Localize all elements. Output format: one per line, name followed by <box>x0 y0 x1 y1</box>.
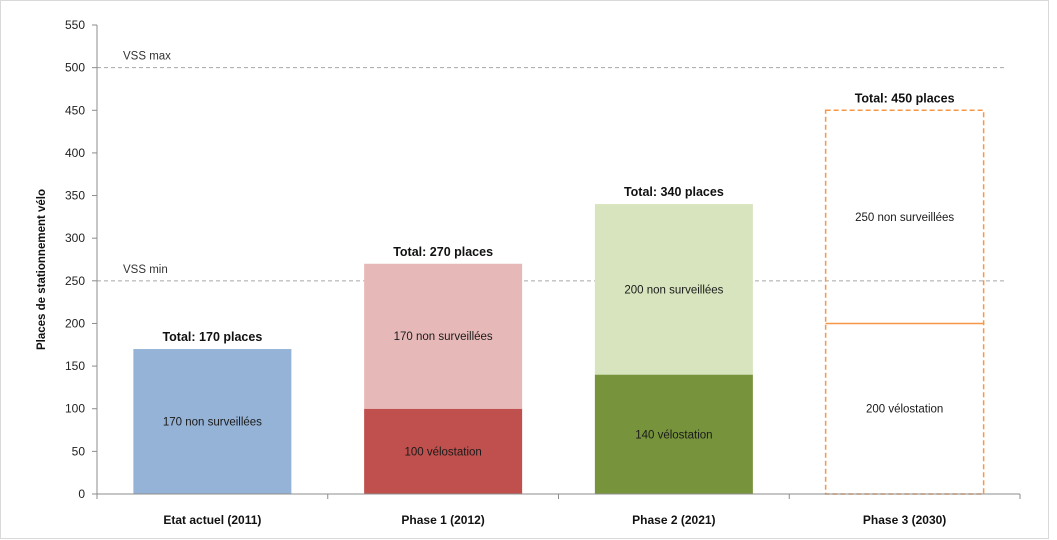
bar-total-label: Total: 450 places <box>855 91 955 105</box>
y-tick-label: 250 <box>65 274 85 288</box>
bar-segment-label: 200 non surveillées <box>624 284 723 296</box>
bar-segment-label: 250 non surveillées <box>855 212 954 224</box>
bar-segment <box>594 374 753 494</box>
bar-segment <box>594 204 753 375</box>
y-axis-title: Places de stationnement vélo <box>36 189 48 350</box>
bar-segment-label: 200 vélostation <box>866 404 943 416</box>
x-category-label: Phase 1 (2012) <box>401 513 484 527</box>
bar-segment <box>133 349 292 494</box>
bar-total-label: Total: 270 places <box>393 245 493 259</box>
bar-segment-label: 170 non surveillées <box>163 417 262 429</box>
bars: 170 non surveillées Total: 170 places 100 … <box>133 91 985 495</box>
y-tick-label: 0 <box>78 487 85 501</box>
bar-total-label: Total: 340 places <box>624 185 724 199</box>
labels: Etat actuel (2011) Phase 1 (2012) Phase 2 … <box>36 189 946 527</box>
bar-group: 100 vélostation 170 non surveillées Total:… <box>364 245 523 494</box>
y-tick-label: 100 <box>65 402 85 416</box>
y-tick-label: 500 <box>65 61 85 75</box>
bar-segment <box>364 408 523 494</box>
bar-segment-label: 140 vélostation <box>635 429 712 441</box>
bar-total-label: Total: 170 places <box>162 330 262 344</box>
reference-line-label: VSS min <box>123 264 168 276</box>
bar-segment-label: 170 non surveillées <box>394 331 493 343</box>
y-tick-label: 50 <box>72 444 86 458</box>
y-tick-label: 350 <box>65 189 85 203</box>
y-tick-label: 150 <box>65 359 85 373</box>
bar-segment <box>364 263 523 409</box>
axes: 0 50 100 150 200 250 300 350 400 450 500 550 <box>65 18 1021 501</box>
x-category-label: Phase 3 (2030) <box>863 513 946 527</box>
bar-segment-label: 100 vélostation <box>404 446 481 458</box>
y-tick-label: 450 <box>65 103 85 117</box>
bar-group: 140 vélostation 200 non surveillées Total:… <box>594 185 753 494</box>
x-category-label: Etat actuel (2011) <box>163 513 261 527</box>
bar-group: 170 non surveillées Total: 170 places <box>133 330 292 494</box>
x-category-label: Phase 2 (2021) <box>632 513 715 527</box>
y-tick-label: 400 <box>65 146 85 160</box>
reference-lines: VSS max VSS min <box>97 51 1006 282</box>
y-tick-label: 550 <box>65 18 85 32</box>
reference-line-label: VSS max <box>123 51 171 63</box>
y-tick-label: 200 <box>65 316 85 330</box>
y-tick-label: 300 <box>65 231 85 245</box>
bar-group: 200 vélostation 250 non surveillées Total:… <box>824 91 985 495</box>
